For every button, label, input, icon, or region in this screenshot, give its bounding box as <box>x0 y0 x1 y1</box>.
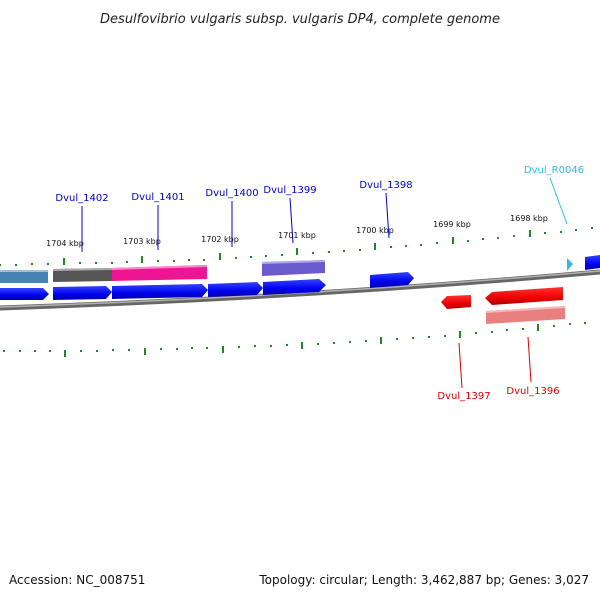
cds-dvul-1400[interactable] <box>208 282 263 297</box>
cog-block-purple[interactable] <box>262 260 325 276</box>
ruler-label-1700: 1700 kbp <box>356 226 394 235</box>
cds-dvul-1398[interactable] <box>370 272 414 288</box>
cds-forward-partial-right[interactable] <box>585 255 600 270</box>
cog-track-forward <box>0 260 325 283</box>
gene-label-dvul-1399[interactable]: Dvul_1399 <box>263 185 316 196</box>
map-title: Desulfovibrio vulgaris subsp. vulgaris D… <box>100 12 500 27</box>
gene-label-dvul-1402[interactable]: Dvul_1402 <box>55 193 108 204</box>
forward-gene-labels: Dvul_1402 Dvul_1401 Dvul_1400 Dvul_1399 … <box>55 165 584 252</box>
ruler-labels: 1704 kbp 1703 kbp 1702 kbp 1701 kbp 1700… <box>46 214 548 248</box>
gene-label-dvul-1398[interactable]: Dvul_1398 <box>359 180 412 191</box>
gene-label-dvul-1396[interactable]: Dvul_1396 <box>506 386 559 397</box>
label-leader-dvul-1398 <box>385 192 390 239</box>
cds-forward-partial-left[interactable] <box>0 288 49 300</box>
genome-summary-text: Topology: circular; Length: 3,462,887 bp… <box>259 573 589 587</box>
outer-tick-ruler <box>0 227 593 266</box>
label-leader-dvul-r0046 <box>549 177 568 225</box>
ruler-label-1703: 1703 kbp <box>123 237 161 246</box>
gene-label-dvul-1397[interactable]: Dvul_1397 <box>437 391 490 402</box>
ruler-label-1698: 1698 kbp <box>510 214 548 223</box>
ruler-label-1704: 1704 kbp <box>46 239 84 248</box>
gene-label-dvul-1400[interactable]: Dvul_1400 <box>205 188 258 199</box>
label-leader-dvul-1396 <box>527 336 532 383</box>
ruler-label-1702: 1702 kbp <box>201 235 239 244</box>
cds-dvul-1402[interactable] <box>53 286 112 300</box>
ruler-label-1701: 1701 kbp <box>278 231 316 240</box>
trna-dvul-r0046[interactable] <box>567 258 573 271</box>
gene-label-dvul-r0046[interactable]: Dvul_R0046 <box>524 165 584 176</box>
label-leader-dvul-1397 <box>458 342 463 389</box>
cds-dvul-1399[interactable] <box>263 279 326 295</box>
cog-track-reverse <box>486 306 565 324</box>
ruler-label-1699: 1699 kbp <box>433 220 471 229</box>
accession-text: Accession: NC_008751 <box>9 573 146 587</box>
cog-block-steelblue[interactable] <box>0 270 48 283</box>
reverse-gene-labels: Dvul_1397 Dvul_1396 <box>437 336 560 402</box>
inner-tick-ruler <box>3 322 586 357</box>
cds-dvul-1401[interactable] <box>112 284 208 299</box>
cds-dvul-1396[interactable] <box>485 287 563 305</box>
cog-block-gray[interactable] <box>53 268 112 282</box>
genome-backbone <box>0 269 600 311</box>
cds-dvul-1397[interactable] <box>441 295 471 309</box>
reverse-cds-track <box>441 287 563 309</box>
label-leader-dvul-1399 <box>289 197 294 244</box>
forward-cds-track <box>0 255 600 300</box>
gene-label-dvul-1401[interactable]: Dvul_1401 <box>131 192 184 203</box>
